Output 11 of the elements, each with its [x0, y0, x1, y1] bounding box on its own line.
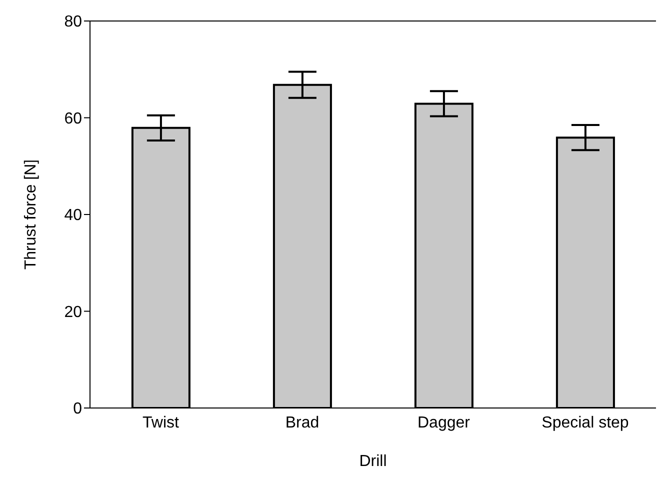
- x-tick-label: Twist: [142, 414, 180, 432]
- y-tick-label: 80: [64, 14, 82, 31]
- x-tick-label: Dagger: [418, 414, 471, 432]
- y-tick-label: 0: [73, 400, 82, 418]
- y-tick-label: 20: [64, 304, 82, 321]
- y-axis-title: Thrust force [N]: [22, 159, 40, 270]
- x-axis-title: Drill: [359, 453, 387, 470]
- y-tick-label: 60: [64, 110, 82, 128]
- x-tick-label: Special step: [542, 414, 629, 432]
- y-tick-label: 40: [64, 207, 82, 224]
- x-tick-label: Brad: [285, 414, 320, 432]
